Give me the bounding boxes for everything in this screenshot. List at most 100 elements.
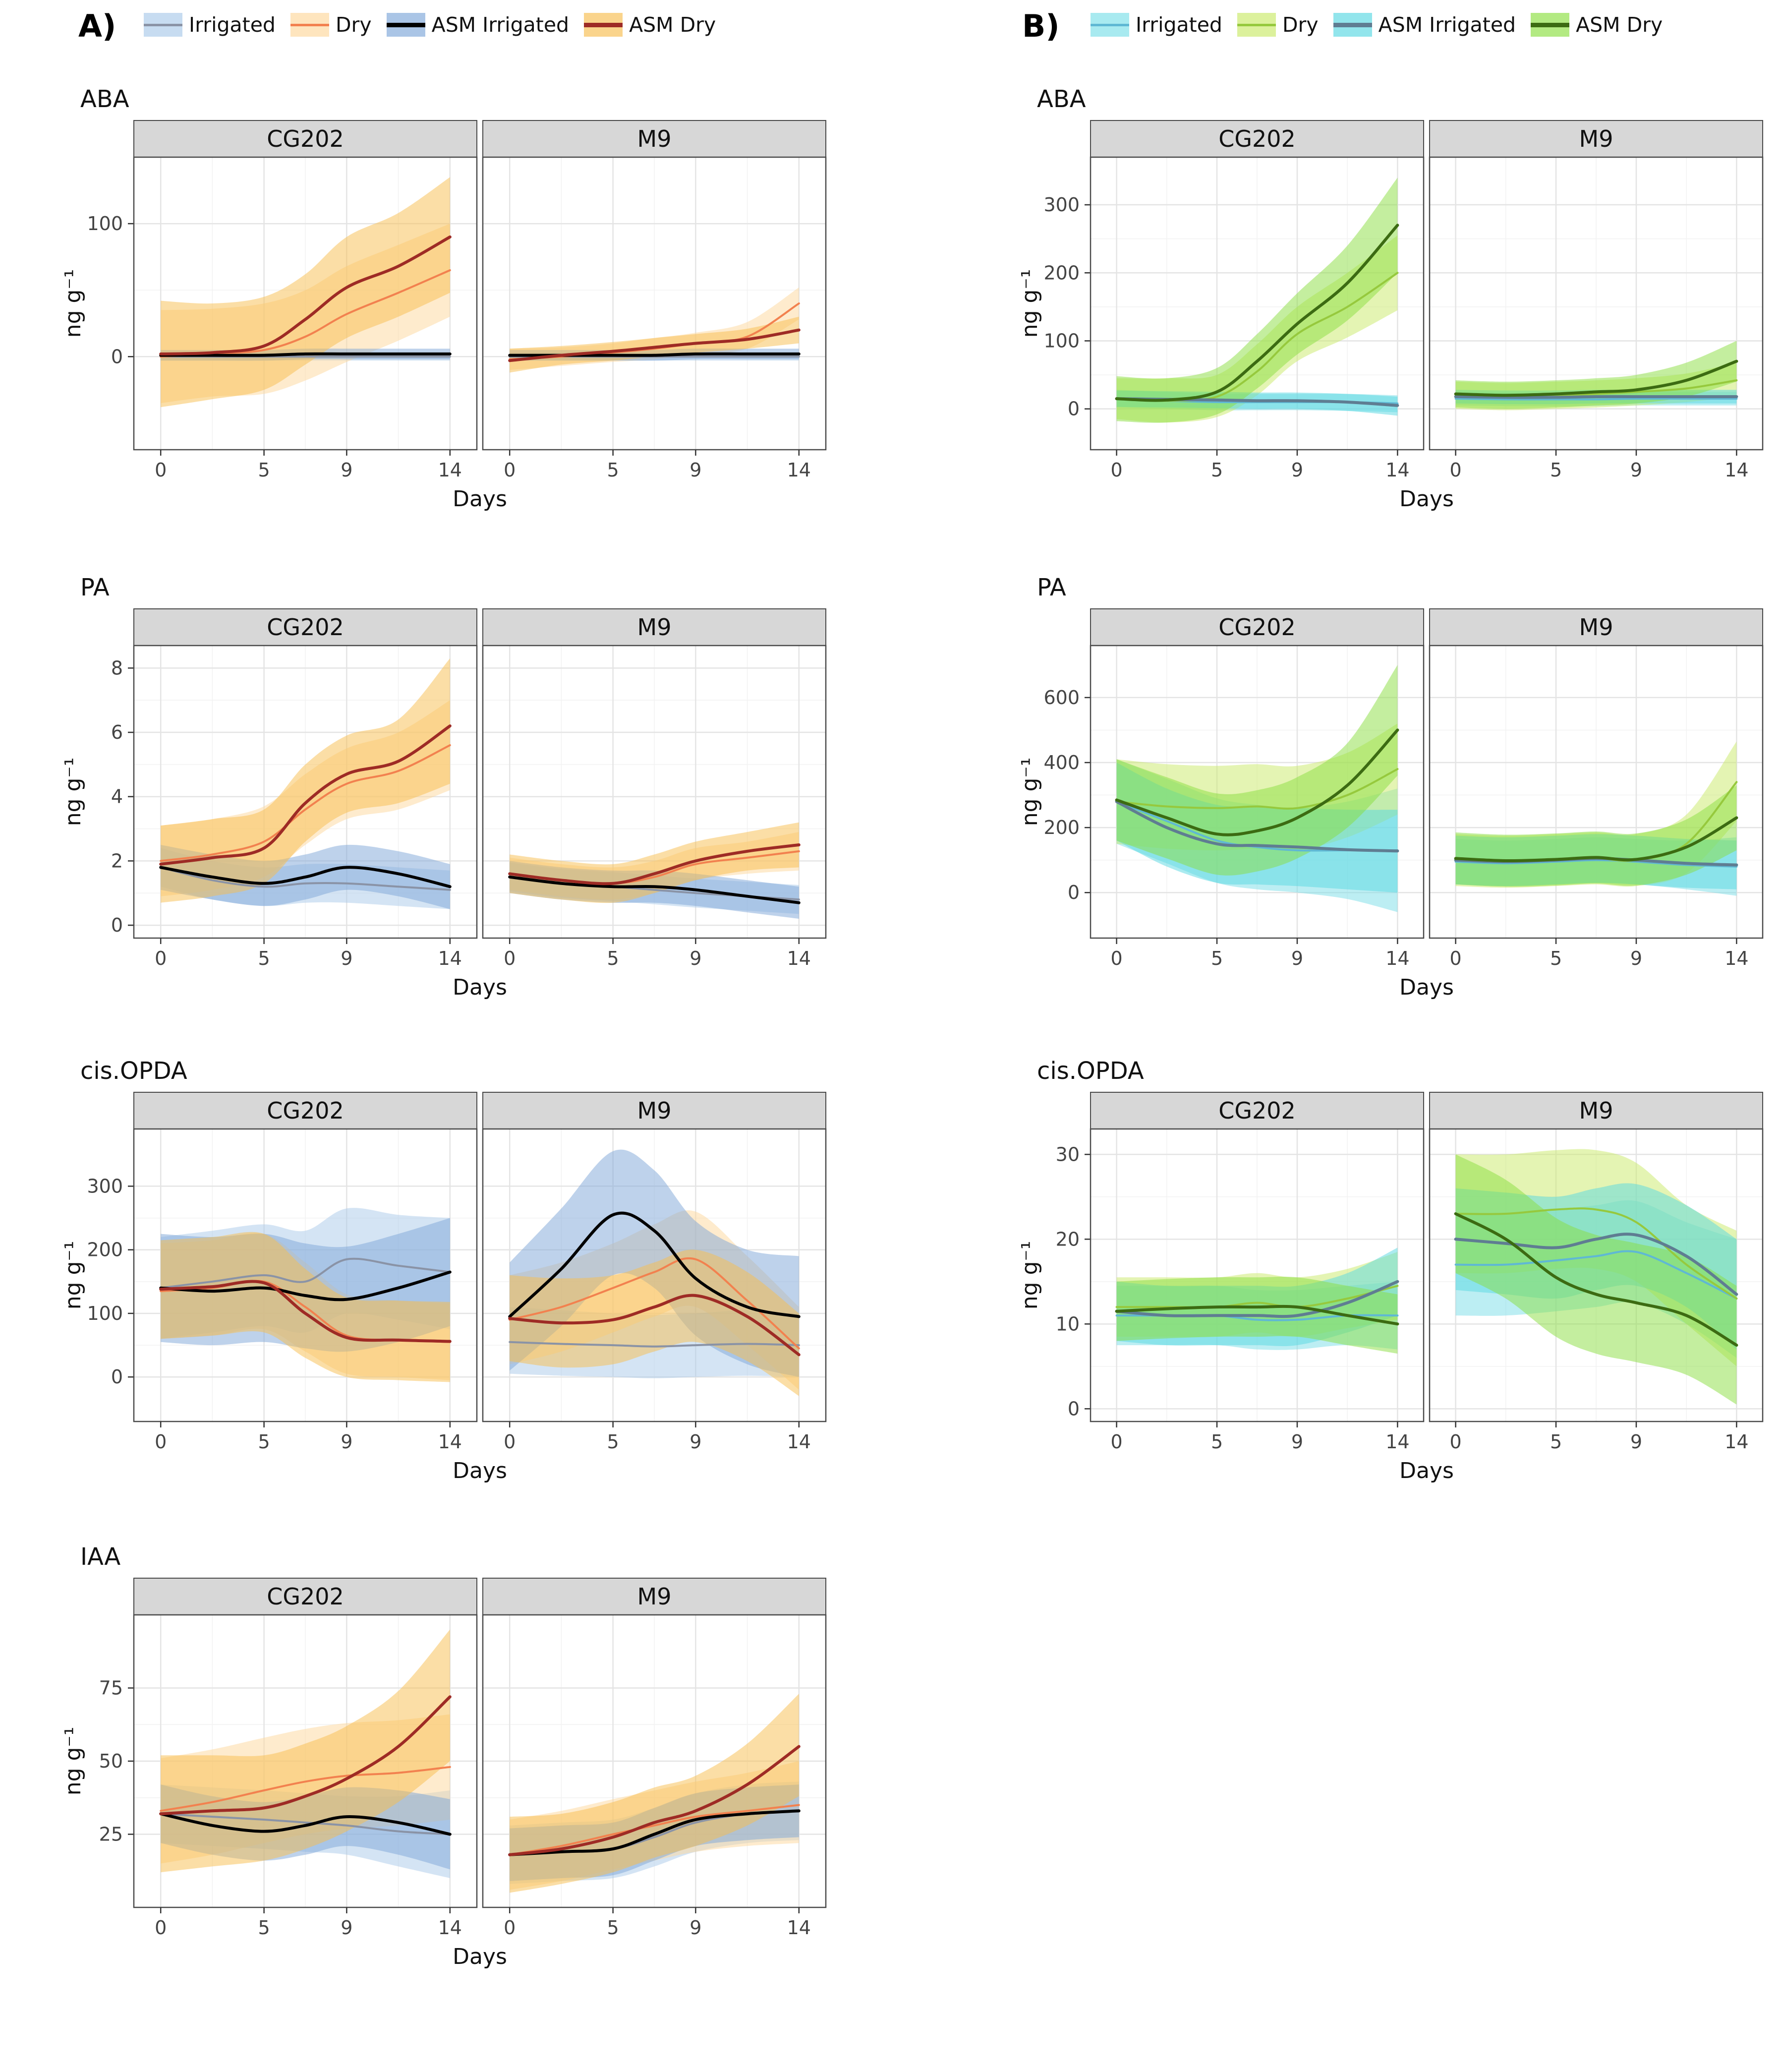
- y-tick-label: 10: [1056, 1313, 1080, 1335]
- chart-block-A-cis.OPDA: cis.OPDA ng g⁻¹ 0 100 200 300 CG202 0 5 9 14 M9 0 5 9 1…: [59, 1054, 833, 1485]
- x-tick-label: 9: [1291, 459, 1303, 481]
- chart-svg-B-cis.OPDA: ng g⁻¹ 0 10 20 30 CG202 0 5 9 14 M9 0 5 9 14 Days: [1017, 1092, 1764, 1483]
- y-tick-label: 6: [111, 721, 123, 743]
- legend-line-dry-icon: [1237, 23, 1276, 26]
- series-line-asm_irrigated: [1454, 1233, 1738, 1296]
- legend-swatch-dry-icon: [290, 13, 329, 37]
- series-line-dry: [160, 1766, 451, 1812]
- x-tick-label: 0: [1450, 459, 1462, 481]
- legend-label-asm_irrigated: ASM Irrigated: [1378, 13, 1516, 37]
- y-tick-label: 200: [87, 1239, 123, 1261]
- legend-swatch-asm_irrigated-icon: [386, 13, 425, 37]
- x-tick-label: 14: [787, 459, 811, 481]
- y-tick-label: 25: [99, 1824, 123, 1845]
- legend-item-asm_dry: ASM Dry: [584, 13, 716, 37]
- legend-swatch-irrigated-icon: [144, 13, 182, 37]
- legend-item-irrigated: Irrigated: [144, 13, 276, 37]
- series-line-asm_dry: [508, 843, 801, 886]
- facet-strip: [482, 1578, 826, 1615]
- x-tick-label: 9: [1630, 459, 1642, 481]
- panel-b-label: B): [1022, 8, 1060, 44]
- series-line-dry: [1115, 1285, 1399, 1308]
- chart-title: PA: [1037, 574, 1066, 601]
- x-tick-label: 14: [438, 1431, 462, 1453]
- y-tick-label: 300: [87, 1175, 123, 1197]
- series-line-irrigated: [1454, 398, 1738, 401]
- series-line-asm_dry: [1115, 224, 1399, 402]
- panel-a-label: A): [78, 8, 116, 44]
- legend-B: Irrigated Dry ASM Irrigated ASM Dry: [1091, 11, 1663, 39]
- y-axis-title: ng g⁻¹: [60, 1241, 86, 1310]
- series-line-asm_irrigated: [159, 1812, 452, 1836]
- chart-block-B-PA: PA ng g⁻¹ 0 200 400 600 CG202 0 5 9 14 M9 0 5 9 14 Days: [1016, 570, 1770, 1002]
- series-line-asm_irrigated: [1115, 1280, 1399, 1318]
- x-tick-label: 0: [155, 947, 167, 969]
- series-line-irrigated: [160, 1813, 451, 1835]
- series-line-asm_dry: [159, 1695, 452, 1816]
- legend-line-asm_irrigated-icon: [386, 22, 425, 27]
- y-tick-label: 0: [1068, 398, 1080, 420]
- x-tick-label: 5: [607, 1917, 619, 1939]
- chart-svg-B-ABA: ng g⁻¹ 0 100 200 300 CG202 0 5 9 14 M9 0 5 9 14 Days: [1017, 120, 1764, 512]
- legend-swatch-asm_dry-icon: [1531, 13, 1570, 37]
- series-ribbon-asm_dry: [1116, 665, 1398, 876]
- facet-strip: [1429, 1092, 1763, 1129]
- x-tick-label: 9: [1291, 947, 1303, 969]
- series-ribbon-asm_dry: [161, 658, 450, 903]
- facet-strip-label: M9: [637, 1583, 672, 1610]
- series-line-irrigated: [160, 866, 451, 891]
- series-line-dry: [160, 744, 451, 862]
- facet-strip-label: M9: [637, 1097, 672, 1124]
- facet-strip: [482, 608, 826, 646]
- x-axis-title: Days: [1399, 975, 1454, 1000]
- legend-label-irrigated: Irrigated: [189, 13, 276, 37]
- series-line-dry: [509, 1257, 800, 1350]
- facet-strip-label: CG202: [1218, 614, 1296, 641]
- x-tick-label: 14: [1385, 459, 1409, 481]
- y-tick-label: 0: [111, 346, 123, 367]
- chart-block-B-ABA: ABA ng g⁻¹ 0 100 200 300 CG202 0 5 9 14 M9 0 5 9 14 Days: [1016, 82, 1770, 513]
- x-tick-label: 14: [787, 1431, 811, 1453]
- y-tick-label: 2: [111, 850, 123, 872]
- facet-strip-label: M9: [637, 614, 672, 641]
- series-line-asm_dry: [159, 235, 452, 355]
- facet-strip-label: M9: [637, 125, 672, 152]
- series-line-asm_dry: [508, 1294, 801, 1357]
- legend-label-asm_dry: ASM Dry: [629, 13, 716, 37]
- y-tick-label: 20: [1056, 1228, 1080, 1250]
- series-line-asm_dry: [159, 1280, 452, 1343]
- x-tick-label: 0: [155, 459, 167, 481]
- x-tick-label: 9: [1291, 1431, 1303, 1453]
- x-tick-label: 5: [1550, 459, 1562, 481]
- x-tick-label: 9: [690, 1917, 701, 1939]
- y-axis-title: ng g⁻¹: [1017, 269, 1042, 338]
- chart-title: cis.OPDA: [1037, 1057, 1144, 1085]
- facet-strip-label: CG202: [267, 125, 344, 152]
- x-tick-label: 9: [690, 947, 701, 969]
- legend-line-irrigated-icon: [144, 23, 182, 26]
- series-line-dry: [1115, 768, 1399, 810]
- series-ribbon-asm_dry: [161, 177, 450, 408]
- x-tick-label: 5: [258, 1917, 270, 1939]
- legend-item-asm_irrigated: ASM Irrigated: [386, 13, 570, 37]
- legend-line-asm_dry-icon: [1531, 22, 1570, 27]
- y-axis-title: ng g⁻¹: [60, 758, 86, 827]
- x-tick-label: 5: [1211, 1431, 1223, 1453]
- chart-title: IAA: [80, 1543, 121, 1571]
- x-axis-title: Days: [453, 486, 507, 512]
- series-line-asm_irrigated: [508, 1809, 801, 1856]
- legend-label-asm_irrigated: ASM Irrigated: [431, 13, 570, 37]
- y-tick-label: 8: [111, 657, 123, 679]
- series-line-dry: [509, 1804, 800, 1856]
- x-tick-label: 14: [1725, 1431, 1748, 1453]
- legend-swatch-asm_dry-icon: [584, 13, 623, 37]
- x-axis-title: Days: [453, 1944, 507, 1969]
- facet-strip: [1429, 120, 1763, 158]
- x-tick-label: 0: [504, 947, 516, 969]
- y-tick-label: 600: [1043, 687, 1080, 709]
- chart-svg-B-PA: ng g⁻¹ 0 200 400 600 CG202 0 5 9 14 M9 0 5 9 14 Days: [1017, 608, 1764, 1000]
- chart-title: ABA: [1037, 85, 1086, 113]
- y-tick-label: 400: [1043, 752, 1080, 773]
- x-tick-label: 5: [258, 1431, 270, 1453]
- facet-strip: [133, 1578, 477, 1615]
